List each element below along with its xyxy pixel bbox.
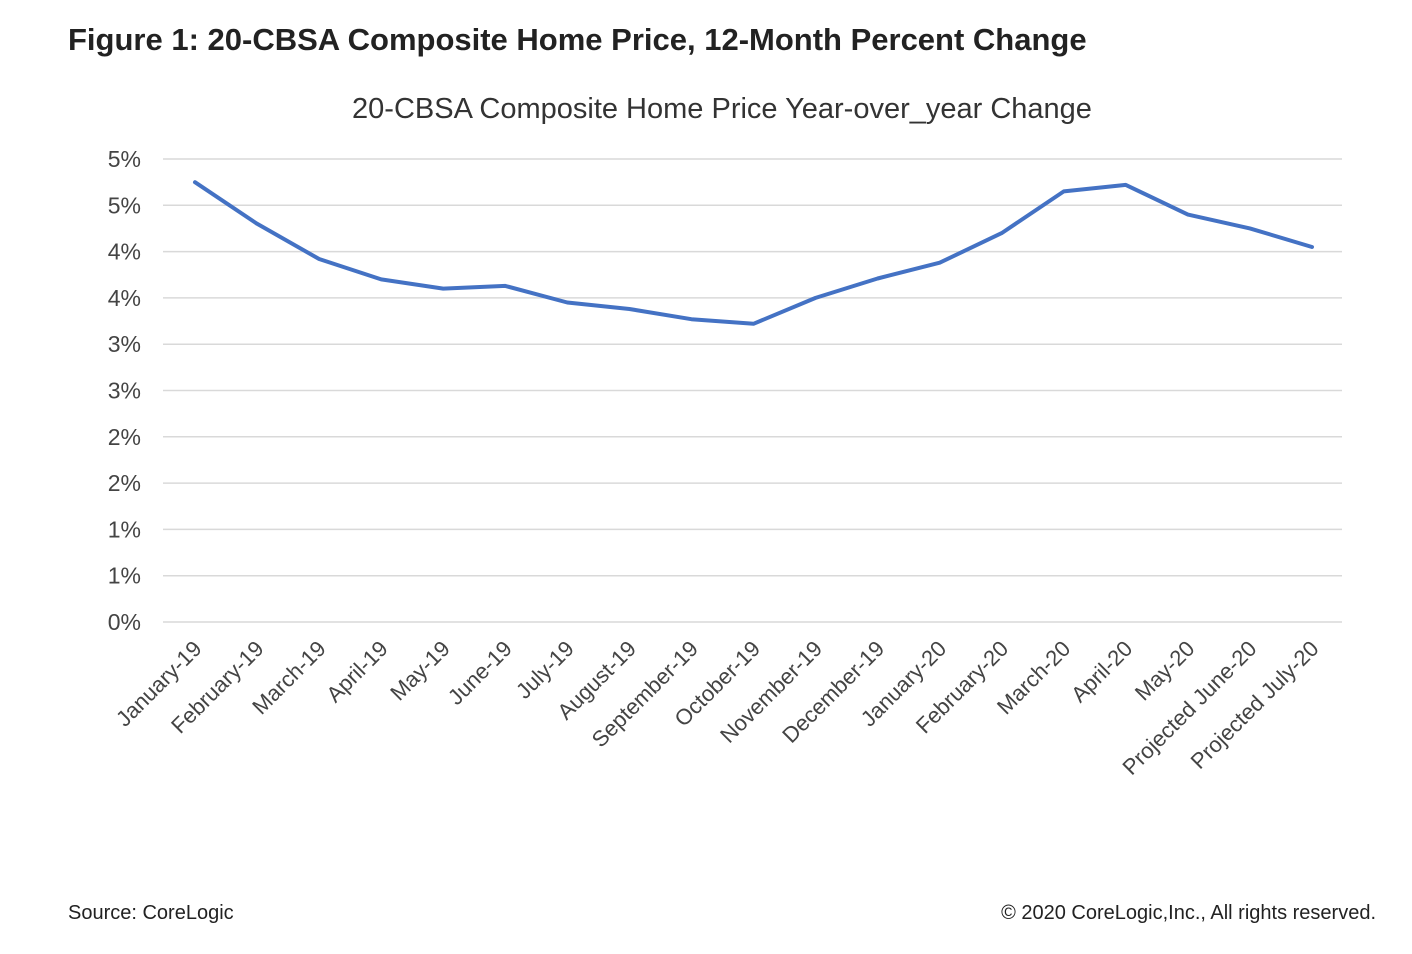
y-tick-label: 2% [108,470,141,496]
y-tick-label: 0% [108,609,141,635]
gridlines [163,158,1342,623]
y-tick-label: 4% [108,285,141,311]
y-tick-label: 2% [108,424,141,450]
y-tick-label: 4% [108,239,141,265]
y-axis-tick-labels: 0% 1% 1% 2% 2% 3% 3% 4% 4% 5% 5% [108,146,141,635]
figure-title: Figure 1: 20-CBSA Composite Home Price, … [68,22,1087,57]
x-tick-label: June-19 [443,636,517,710]
y-tick-label: 3% [108,378,141,404]
x-axis-tick-labels: January-19February-19March-19April-19May… [111,636,1324,780]
copyright-note: © 2020 CoreLogic,Inc., All rights reserv… [1001,902,1376,924]
y-tick-label: 3% [108,331,141,357]
y-tick-label: 1% [108,516,141,542]
x-tick-label: September-19 [587,636,703,752]
x-tick-label: April-19 [321,636,392,707]
chart-title: 20-CBSA Composite Home Price Year-over_y… [352,93,1092,125]
x-tick-label: April-20 [1066,636,1137,707]
y-tick-label: 5% [108,146,141,172]
y-tick-label: 5% [108,192,141,218]
series-layer [193,180,1314,326]
y-tick-label: 1% [108,563,141,589]
series-line [193,180,1314,326]
x-tick-label: May-19 [385,636,455,706]
source-note: Source: CoreLogic [68,902,234,924]
